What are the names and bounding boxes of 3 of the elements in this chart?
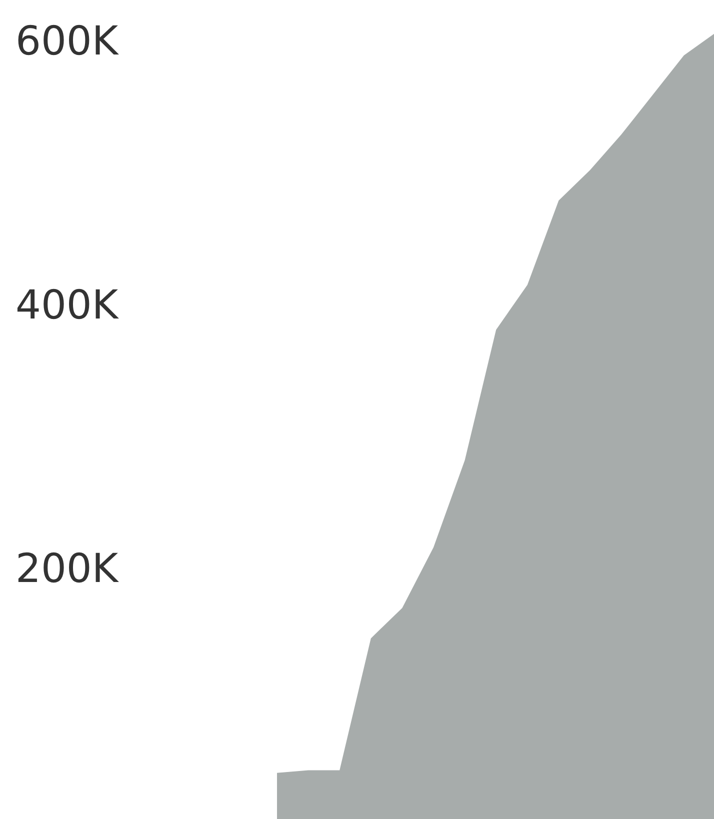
y-tick-label: 200K	[16, 546, 120, 592]
y-tick-label: 400K	[16, 282, 120, 328]
y-tick-label: 600K	[16, 18, 120, 65]
